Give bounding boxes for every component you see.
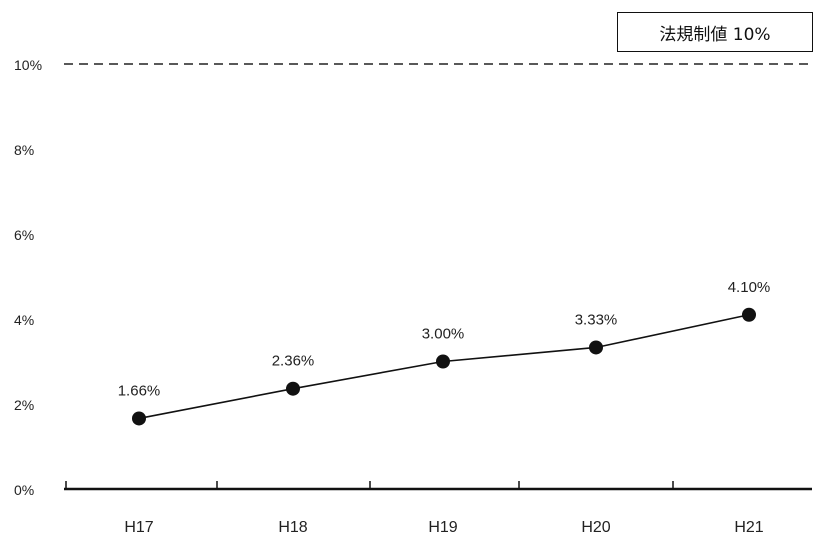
y-tick-label: 4% xyxy=(14,312,34,328)
data-point xyxy=(286,381,300,396)
x-tick-label: H18 xyxy=(278,519,307,536)
data-point xyxy=(436,354,450,369)
data-point xyxy=(132,411,146,426)
x-tick-label: H17 xyxy=(124,519,153,536)
y-tick-label: 10% xyxy=(14,57,42,73)
y-tick-label: 2% xyxy=(14,397,34,413)
data-label: 3.33% xyxy=(575,311,618,328)
data-label: 4.10% xyxy=(728,279,771,296)
y-tick-label: 0% xyxy=(14,482,34,498)
x-tick-label: H20 xyxy=(581,519,610,536)
y-tick-label: 8% xyxy=(14,142,34,158)
x-tick-label: H19 xyxy=(428,519,457,536)
data-point xyxy=(742,307,756,322)
x-tick-label: H21 xyxy=(734,519,763,536)
data-label: 2.36% xyxy=(272,353,315,370)
data-label: 1.66% xyxy=(118,382,161,399)
legal-limit-label: 法規制値 10% xyxy=(617,12,813,52)
data-label: 3.00% xyxy=(422,326,465,343)
y-tick-label: 6% xyxy=(14,227,34,243)
data-point xyxy=(589,340,603,355)
